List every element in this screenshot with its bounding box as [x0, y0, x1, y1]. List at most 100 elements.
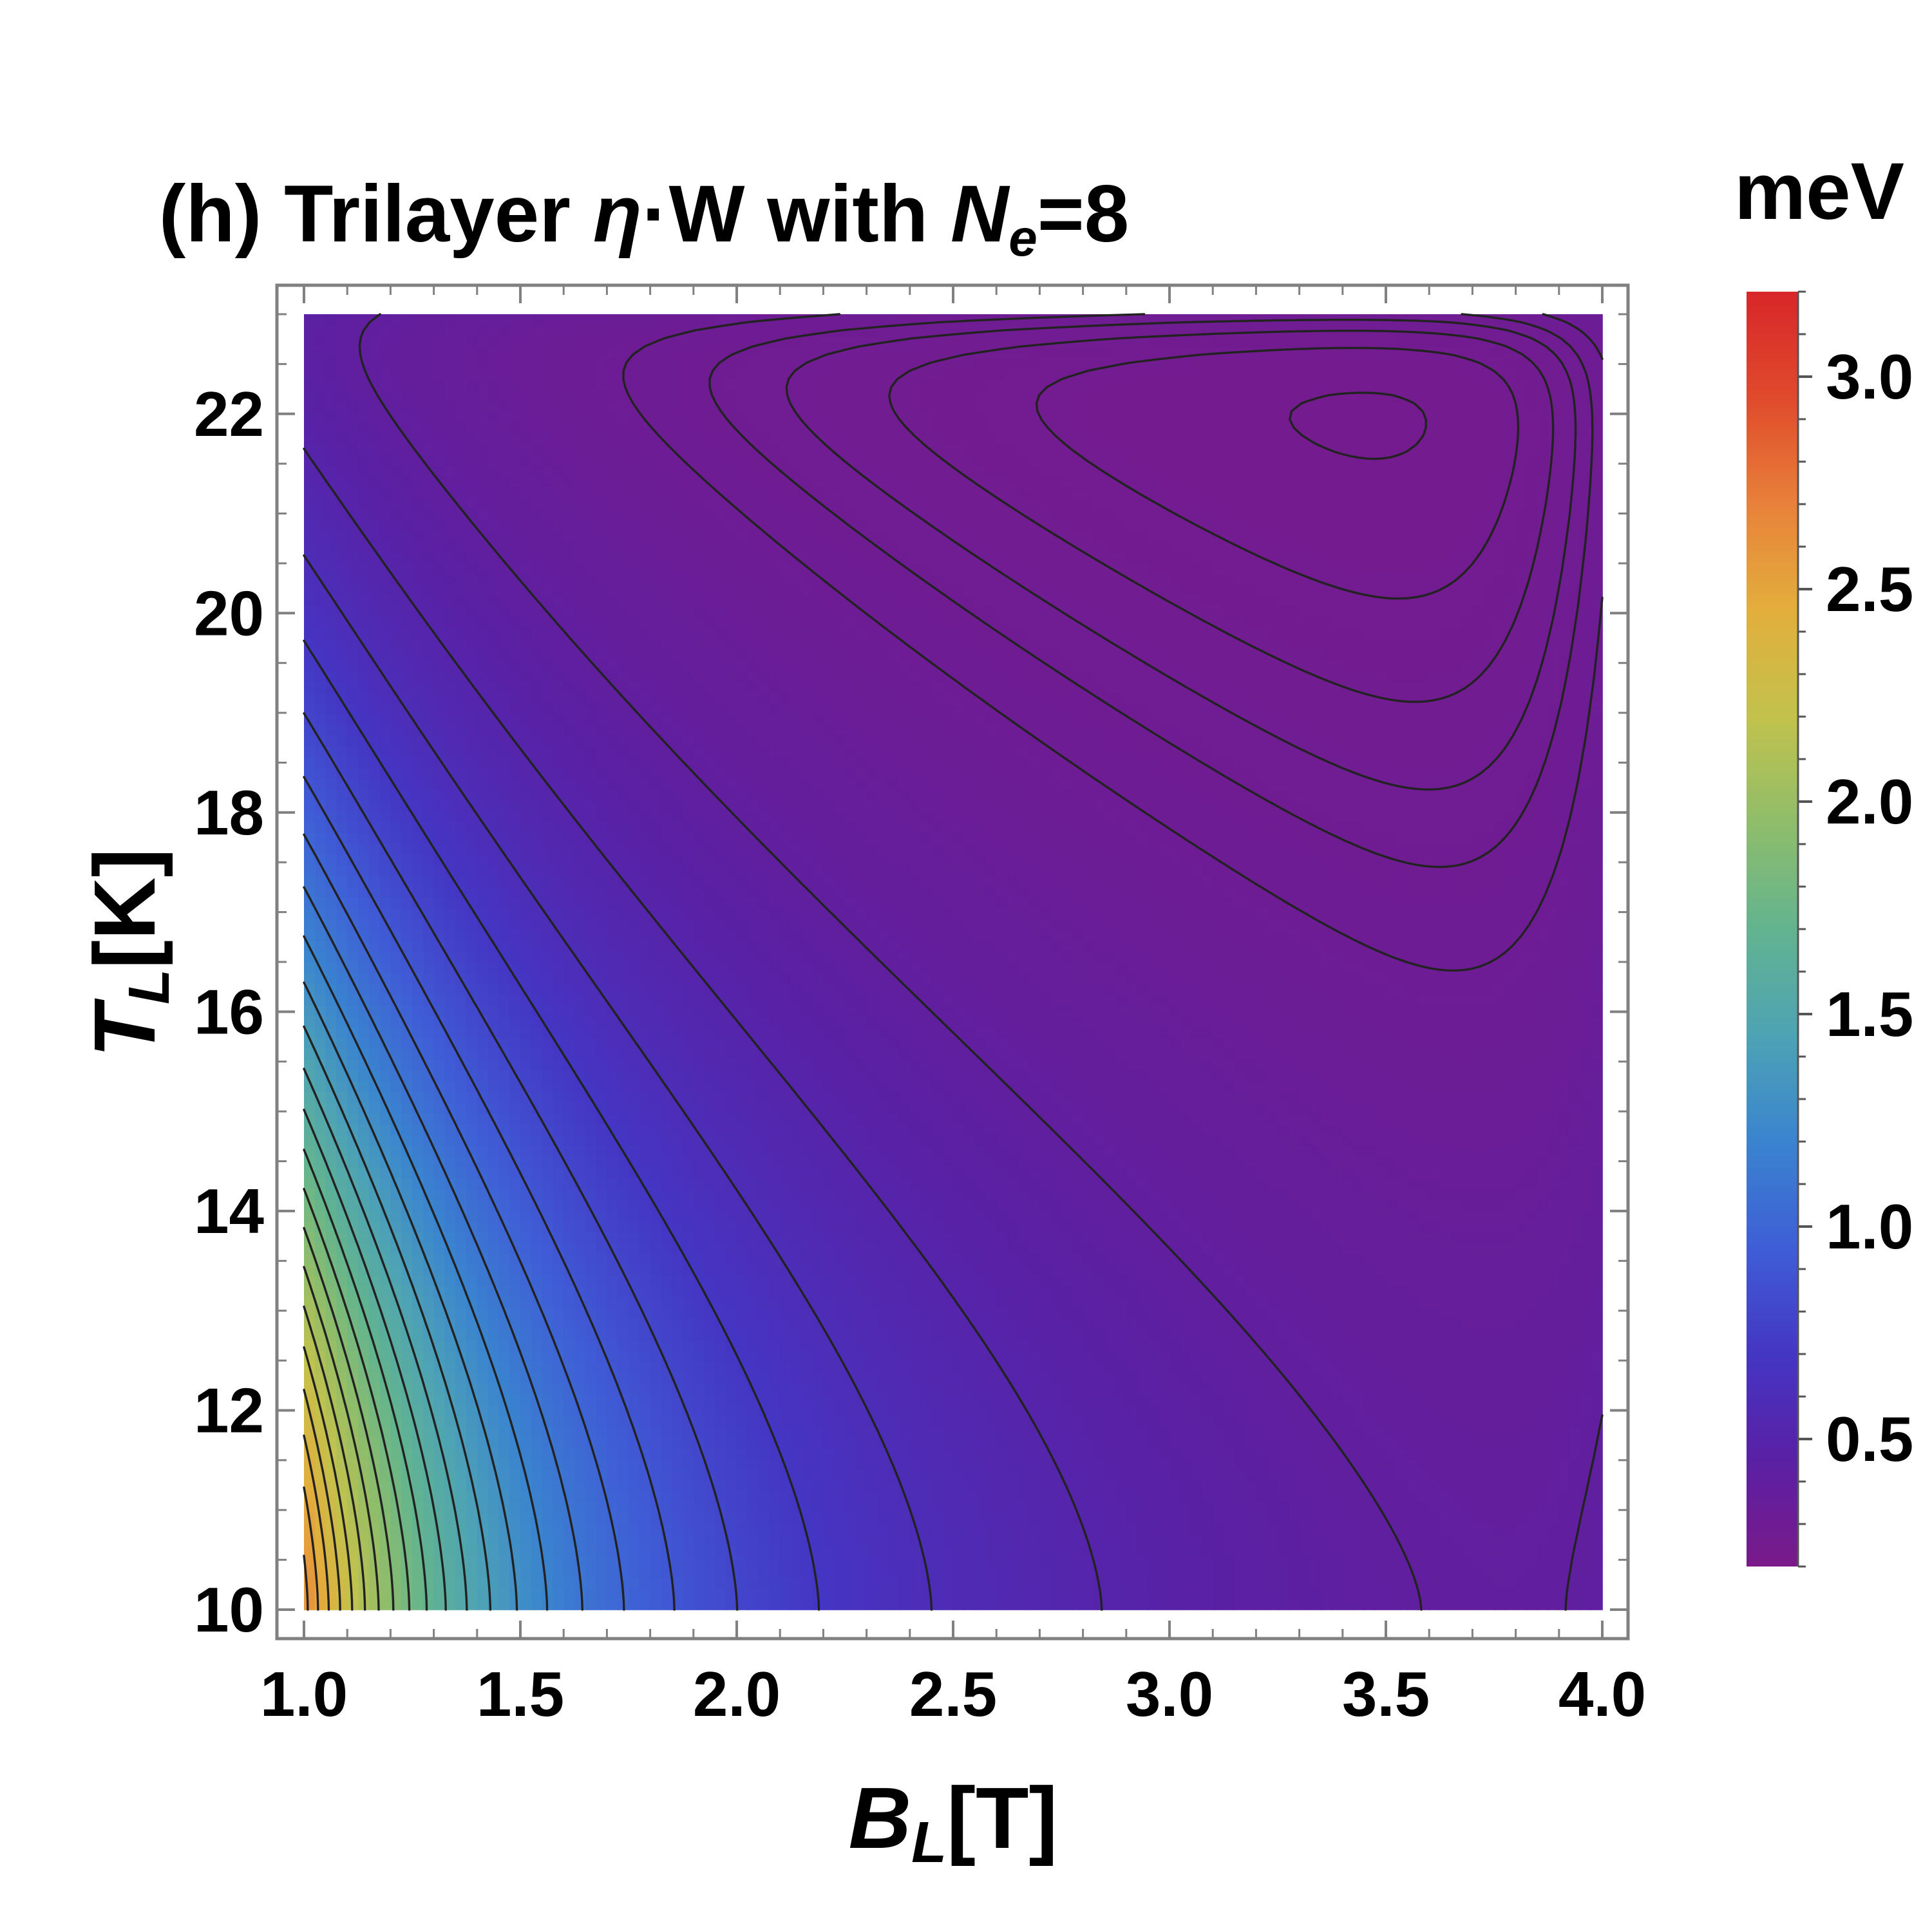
- field-cell: [314, 1253, 327, 1265]
- field-cell: [412, 346, 424, 358]
- field-cell: [347, 1469, 359, 1481]
- field-cell: [466, 692, 478, 704]
- field-cell: [639, 368, 651, 380]
- field-cell: [422, 800, 435, 812]
- field-cell: [629, 1015, 640, 1028]
- field-cell: [488, 1318, 500, 1330]
- field-cell: [498, 325, 510, 337]
- field-cell: [368, 1318, 381, 1330]
- field-cell: [737, 1577, 748, 1589]
- field-cell: [693, 983, 705, 995]
- field-cell: [498, 735, 510, 747]
- field-cell: [390, 1199, 402, 1211]
- field-cell: [618, 897, 629, 908]
- field-cell: [726, 789, 737, 801]
- field-cell: [466, 951, 478, 963]
- field-cell: [358, 1491, 370, 1503]
- field-cell: [390, 1275, 402, 1286]
- field-cell: [715, 962, 726, 974]
- field-cell: [325, 843, 337, 855]
- field-cell: [704, 335, 716, 348]
- field-cell: [325, 1426, 337, 1438]
- field-cell: [574, 1372, 586, 1384]
- field-cell: [422, 562, 435, 574]
- field-cell: [683, 357, 694, 369]
- field-cell: [401, 530, 413, 541]
- field-cell: [693, 1599, 705, 1610]
- field-cell: [672, 1134, 683, 1146]
- field-cell: [618, 411, 629, 423]
- field-cell: [433, 368, 446, 380]
- field-cell: [347, 498, 359, 509]
- field-cell: [358, 1069, 370, 1082]
- field-cell: [509, 832, 521, 844]
- field-cell: [585, 627, 597, 639]
- field-cell: [358, 822, 370, 833]
- field-cell: [553, 1556, 564, 1567]
- field-cell: [347, 1199, 359, 1211]
- title-eta: η: [593, 169, 642, 259]
- field-cell: [704, 1350, 716, 1362]
- field-cell: [629, 767, 640, 779]
- field-cell: [498, 498, 510, 509]
- field-cell: [477, 789, 489, 801]
- field-cell: [618, 1167, 629, 1179]
- field-cell: [726, 1447, 737, 1460]
- field-cell: [455, 562, 467, 574]
- field-cell: [488, 411, 500, 423]
- field-cell: [629, 1329, 640, 1341]
- field-cell: [347, 487, 359, 498]
- field-cell: [488, 562, 500, 574]
- field-cell: [347, 314, 359, 326]
- field-cell: [585, 940, 597, 952]
- field-cell: [639, 1501, 651, 1513]
- field-cell: [683, 1307, 694, 1319]
- field-cell: [422, 757, 435, 768]
- field-cell: [726, 692, 737, 704]
- field-cell: [520, 346, 532, 358]
- field-cell: [715, 875, 726, 887]
- field-cell: [368, 1253, 381, 1265]
- field-cell: [693, 875, 705, 887]
- field-cell: [358, 659, 370, 672]
- field-cell: [444, 1577, 456, 1589]
- field-cell: [629, 789, 640, 801]
- field-cell: [607, 530, 618, 541]
- field-cell: [661, 778, 672, 790]
- field-cell: [314, 346, 327, 358]
- field-cell: [390, 1318, 402, 1330]
- field-cell: [304, 390, 316, 401]
- field-cell: [542, 1091, 554, 1103]
- field-cell: [488, 1534, 500, 1546]
- title-part-3: =8: [1037, 169, 1130, 259]
- field-cell: [509, 325, 521, 337]
- field-cell: [704, 670, 716, 682]
- field-cell: [542, 875, 554, 887]
- chart-title: (h) Trilayer η·W with Ne=8: [159, 169, 1130, 267]
- field-cell: [585, 325, 597, 337]
- field-cell: [737, 670, 748, 682]
- field-cell: [466, 1512, 478, 1524]
- field-cell: [325, 1372, 337, 1384]
- field-cell: [564, 411, 575, 423]
- field-cell: [715, 1534, 726, 1546]
- field-cell: [574, 1350, 586, 1362]
- field-cell: [607, 843, 618, 855]
- field-cell: [477, 335, 489, 348]
- field-cell: [412, 1275, 424, 1286]
- field-cell: [314, 519, 327, 531]
- field-cell: [726, 1599, 737, 1610]
- field-cell: [629, 1404, 640, 1416]
- field-cell: [726, 929, 737, 941]
- field-cell: [747, 1469, 759, 1481]
- field-cell: [747, 1436, 759, 1449]
- field-cell: [531, 433, 543, 444]
- field-cell: [304, 800, 316, 812]
- field-cell: [336, 335, 348, 348]
- field-cell: [477, 962, 489, 974]
- field-cell: [683, 811, 694, 822]
- field-cell: [607, 487, 618, 498]
- field-cell: [650, 702, 662, 715]
- field-cell: [401, 1189, 413, 1200]
- field-cell: [347, 1296, 359, 1308]
